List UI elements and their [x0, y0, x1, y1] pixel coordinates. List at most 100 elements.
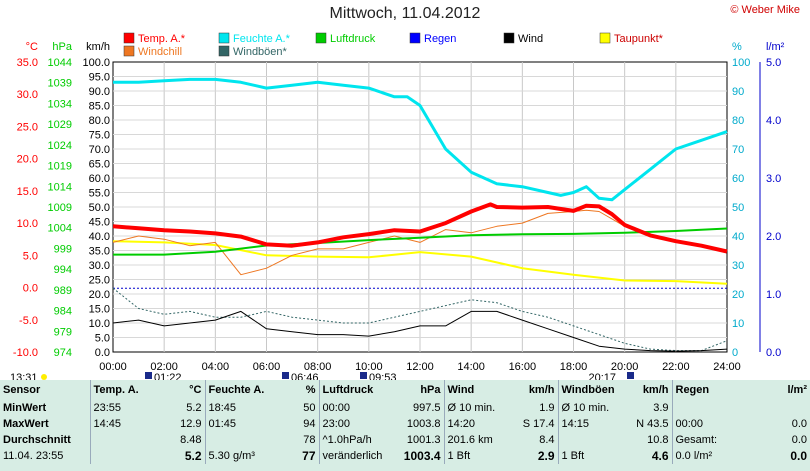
- stats-cell: 997.5: [412, 402, 441, 414]
- axis-tick-hpa: 1039: [48, 78, 72, 90]
- copyright-label: © Weber Mike: [730, 4, 800, 16]
- stats-cell: 3.9: [653, 402, 669, 414]
- stats-cell: Gesamt:: [671, 432, 742, 448]
- stats-cell: 00:00: [671, 416, 742, 432]
- x-tick-label: 04:00: [202, 361, 230, 373]
- sun-marker-icon: [145, 372, 152, 379]
- left-time-label: 13:31: [10, 372, 38, 380]
- legend-label: Windböen*: [233, 46, 288, 58]
- x-tick-label: 10:00: [355, 361, 383, 373]
- sun-marker-icon: [360, 372, 367, 379]
- chart-title: Mittwoch, 11.04.2012: [329, 5, 481, 22]
- axis-tick-percent: 50: [732, 202, 744, 214]
- axis-tick-temp_c: 20.0: [17, 154, 38, 166]
- x-tick-label: 08:00: [304, 361, 332, 373]
- stats-cell: ^1.0hPa/h: [318, 432, 399, 448]
- axis-tick-temp_c: 15.0: [17, 186, 38, 198]
- axis-tick-percent: 70: [732, 144, 744, 156]
- stats-cell: MaxWert: [3, 418, 49, 430]
- x-tick-label: 22:00: [662, 361, 690, 373]
- stats-cell: Luftdruck: [318, 380, 399, 400]
- legend-swatch: [123, 45, 135, 57]
- stats-cell: [89, 448, 160, 464]
- axis-tick-kmh: 20.0: [89, 289, 110, 301]
- axis-unit-hpa: hPa: [52, 41, 72, 53]
- axis-unit-rain: l/m²: [766, 41, 785, 53]
- stats-cell: 23:55: [89, 400, 160, 416]
- stats-cell: 01:45: [204, 416, 277, 432]
- axis-tick-percent: 0: [732, 347, 738, 359]
- stats-cell: 8.48: [180, 434, 202, 446]
- x-tick-label: 06:00: [253, 361, 281, 373]
- axis-tick-hpa: 1009: [48, 202, 72, 214]
- axis-tick-kmh: 50.0: [89, 202, 110, 214]
- axis-tick-kmh: 25.0: [89, 275, 110, 287]
- stats-cell: [742, 400, 810, 416]
- axis-tick-hpa: 1044: [48, 57, 72, 69]
- stats-cell: [557, 432, 626, 448]
- axis-tick-hpa: 974: [54, 347, 72, 359]
- legend-label: Feuchte A.*: [233, 33, 291, 45]
- axis-tick-percent: 100: [732, 57, 750, 69]
- legend-label: Wind: [518, 33, 543, 45]
- axis-tick-kmh: 55.0: [89, 188, 110, 200]
- axis-tick-kmh: 75.0: [89, 130, 110, 142]
- stats-cell: 1.9: [539, 402, 555, 414]
- axis-tick-rain: 4.0: [766, 115, 781, 127]
- stats-cell: hPa: [420, 384, 441, 396]
- axis-tick-percent: 40: [732, 231, 744, 243]
- series-line-taupunkt-: [112, 240, 728, 285]
- axis-tick-percent: 60: [732, 173, 744, 185]
- axis-tick-temp_c: 10.0: [17, 218, 38, 230]
- stats-cell: Ø 10 min.: [443, 400, 512, 416]
- axis-tick-hpa: 989: [54, 285, 72, 297]
- stats-cell: 4.6: [651, 449, 669, 463]
- stats-table: Sensor Temp. A. °C Feuchte A.% Luftdruck hPa W…: [0, 380, 810, 471]
- sun-marker-label: 20:17: [588, 372, 616, 380]
- axis-unit-temp_c: °C: [26, 41, 38, 53]
- stats-cell: 5.30 g/m³: [204, 448, 277, 464]
- axis-tick-hpa: 999: [54, 243, 72, 255]
- sun-marker-label: 09:53: [369, 372, 397, 380]
- legend-swatch: [218, 45, 230, 57]
- stats-cell: Ø 10 min.: [557, 400, 626, 416]
- stats-cell: Feuchte A.: [204, 380, 277, 400]
- stats-cell: 50: [303, 402, 316, 414]
- stats-cell: 11.04. 23:55: [3, 450, 64, 462]
- stats-cell: veränderlich: [318, 448, 399, 464]
- legend-label: Windchill: [138, 46, 182, 58]
- axis-tick-hpa: 1024: [48, 140, 72, 152]
- axis-tick-percent: 30: [732, 260, 744, 272]
- sun-icon: [41, 374, 47, 380]
- axis-tick-temp_c: 25.0: [17, 121, 38, 133]
- stats-cell: 00:00: [318, 400, 399, 416]
- axis-tick-kmh: 65.0: [89, 159, 110, 171]
- x-tick-label: 20:00: [611, 361, 639, 373]
- legend-label: Temp. A.*: [138, 33, 186, 45]
- axis-unit-percent: %: [732, 41, 742, 53]
- stats-row: 11.04. 23:55 5.2 5.30 g/m³ 77 veränderlich 10…: [0, 448, 810, 464]
- axis-tick-percent: 80: [732, 115, 744, 127]
- x-tick-label: 24:00: [713, 361, 741, 373]
- stats-cell: 14:20: [443, 416, 512, 432]
- x-tick-label: 16:00: [509, 361, 537, 373]
- x-tick-label: 14:00: [457, 361, 485, 373]
- axis-tick-rain: 5.0: [766, 57, 781, 69]
- stats-cell: 5.2: [186, 402, 202, 414]
- stats-cell: Temp. A.: [89, 380, 160, 400]
- axis-tick-hpa: 1029: [48, 119, 72, 131]
- stats-cell: 77: [302, 449, 316, 463]
- stats-cell: 94: [303, 418, 316, 430]
- stats-cell: l/m²: [787, 384, 807, 396]
- axis-tick-kmh: 40.0: [89, 231, 110, 243]
- axis-tick-kmh: 0.0: [95, 347, 110, 359]
- axis-tick-temp_c: -10.0: [13, 347, 38, 359]
- stats-cell: %: [305, 384, 316, 396]
- legend-swatch: [218, 32, 230, 44]
- weather-chart: 00:00 02:00 04:00 06:00 08:00 10:00 12:00 14:00…: [10, 32, 785, 380]
- stats-cell: 78: [303, 434, 316, 446]
- axis-tick-rain: 1.0: [766, 289, 781, 301]
- axis-tick-kmh: 90.0: [89, 86, 110, 98]
- axis-tick-kmh: 45.0: [89, 217, 110, 229]
- stats-cell: 1001.3: [406, 434, 441, 446]
